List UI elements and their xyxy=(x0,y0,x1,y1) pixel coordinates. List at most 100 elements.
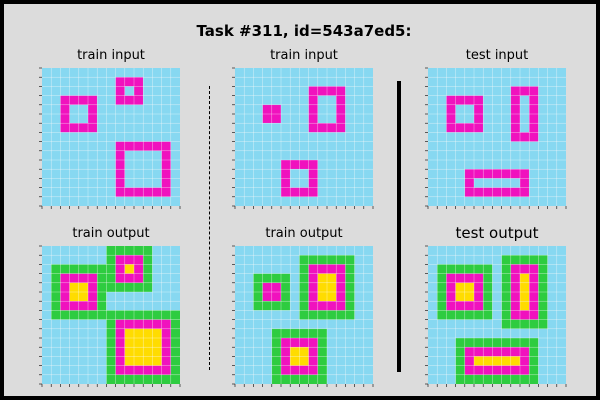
grid-cell xyxy=(51,255,61,265)
grid-cell xyxy=(134,141,144,151)
grid-cell xyxy=(556,169,566,179)
grid-cell xyxy=(474,160,484,170)
grid-cell xyxy=(124,273,134,283)
grid-cell xyxy=(538,328,548,338)
grid-cell xyxy=(474,328,484,338)
grid-cell xyxy=(134,347,144,357)
grid-cell xyxy=(354,338,364,348)
grid-cell xyxy=(308,86,318,96)
grid-cell xyxy=(124,328,134,338)
grid-cell xyxy=(161,104,171,114)
grid-cell xyxy=(134,114,144,124)
grid-cell xyxy=(336,273,346,283)
grid-cell xyxy=(161,141,171,151)
grid-cell xyxy=(152,77,162,87)
grid-cell xyxy=(363,178,373,188)
grid-cell xyxy=(170,273,180,283)
grid-cell xyxy=(69,68,79,78)
grid-cell xyxy=(271,347,281,357)
grid-cell xyxy=(308,104,318,114)
grid-cell xyxy=(317,196,327,206)
grid-cell xyxy=(106,356,116,366)
grid-cell xyxy=(244,356,254,366)
grid-cell xyxy=(262,114,272,124)
grid-cell xyxy=(281,141,291,151)
grid-cell xyxy=(501,347,511,357)
grid-cell xyxy=(538,310,548,320)
grid-cell xyxy=(51,141,61,151)
grid-cell xyxy=(115,160,125,170)
grid-cell xyxy=(510,374,520,384)
grid-cell xyxy=(308,150,318,160)
grid-cell xyxy=(124,196,134,206)
grid-cell xyxy=(317,141,327,151)
grid-cell xyxy=(483,301,493,311)
grid-cell xyxy=(501,310,511,320)
grid-cell xyxy=(446,246,456,256)
grid-cell xyxy=(299,255,309,265)
grid-cell xyxy=(510,77,520,87)
grid-cell xyxy=(42,356,52,366)
grid-cell xyxy=(299,264,309,274)
grid-cell xyxy=(253,347,263,357)
grid-cell xyxy=(115,319,125,329)
grid-cell xyxy=(170,246,180,256)
grid-cell xyxy=(299,114,309,124)
grid-cell xyxy=(317,347,327,357)
grid-cell xyxy=(327,86,337,96)
grid-cell xyxy=(345,132,355,142)
grid-cell xyxy=(354,77,364,87)
grid-cell xyxy=(455,141,465,151)
grid-cell xyxy=(501,178,511,188)
grid-cell xyxy=(464,104,474,114)
grid-cell xyxy=(538,68,548,78)
grid-cell xyxy=(483,374,493,384)
grid-cell xyxy=(455,160,465,170)
grid-cell xyxy=(446,187,456,197)
grid-cell xyxy=(510,68,520,78)
grid-cell xyxy=(51,347,61,357)
grid-cell xyxy=(106,292,116,302)
grid-cell xyxy=(69,264,79,274)
grid-cell xyxy=(51,150,61,160)
grid-cell xyxy=(235,292,245,302)
grid-cell xyxy=(60,132,70,142)
grid-cell xyxy=(437,374,447,384)
grid-cell xyxy=(51,178,61,188)
grid-cell xyxy=(446,301,456,311)
grid-cell xyxy=(547,282,557,292)
grid-cell xyxy=(69,255,79,265)
grid-cell xyxy=(152,255,162,265)
grid-cell xyxy=(317,68,327,78)
grid-cell xyxy=(170,150,180,160)
grid-cell xyxy=(161,68,171,78)
grid-cell xyxy=(271,169,281,179)
grid-cell xyxy=(556,292,566,302)
grid-cell xyxy=(42,310,52,320)
grid-cell xyxy=(547,77,557,87)
grid-cell xyxy=(538,338,548,348)
grid-cell xyxy=(88,68,98,78)
grid-cell xyxy=(474,150,484,160)
grid-cell xyxy=(464,68,474,78)
grid-cell xyxy=(446,374,456,384)
grid-cell xyxy=(354,301,364,311)
grid-cell xyxy=(501,255,511,265)
grid-cell xyxy=(501,196,511,206)
grid-cell xyxy=(437,255,447,265)
grid-cell xyxy=(134,178,144,188)
grid-cell xyxy=(510,114,520,124)
grid-cell xyxy=(317,123,327,133)
grid-cell xyxy=(483,264,493,274)
grid-cell xyxy=(474,301,484,311)
grid-cell xyxy=(69,338,79,348)
grid-cell xyxy=(253,319,263,329)
grid-cell xyxy=(60,150,70,160)
grid-cell xyxy=(51,328,61,338)
grid-cell xyxy=(42,301,52,311)
panel-label-test-output: test output xyxy=(455,224,539,242)
grid-cell xyxy=(60,95,70,105)
grid-cell xyxy=(299,273,309,283)
grid-cell xyxy=(345,246,355,256)
grid-cell xyxy=(474,141,484,151)
